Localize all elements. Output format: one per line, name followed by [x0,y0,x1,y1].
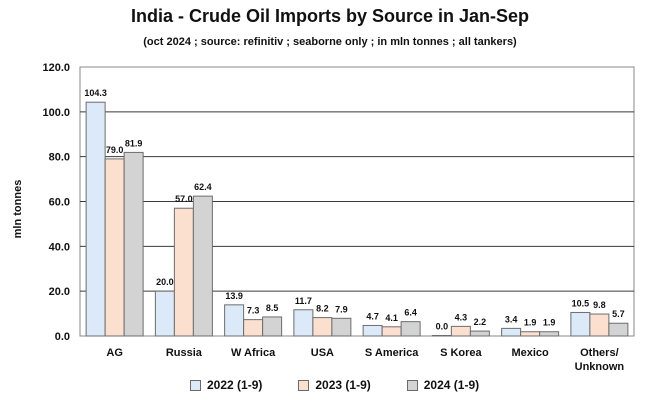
data-label: 20.0 [156,277,174,287]
data-label: 62.4 [194,182,212,192]
x-tick-label: Others/Unknown [575,347,625,373]
legend-label-2024: 2024 (1-9) [423,378,480,392]
data-label: 11.7 [295,296,312,306]
chart-title: India - Crude Oil Imports by Source in J… [130,6,530,26]
x-tick-label: AG [106,347,123,359]
y-tick-label: 100.0 [42,107,70,119]
legend-label-2023: 2023 (1-9) [315,378,371,392]
data-label: 2.2 [474,317,487,327]
x-tick-label: Mexico [511,347,549,359]
data-label: 13.9 [225,291,243,301]
chart-subtitle: (oct 2024 ; source: refinitiv ; seaborne… [143,36,517,48]
y-tick-label: 60.0 [49,197,70,209]
x-tick-label: S America [365,347,419,359]
data-label: 6.4 [404,308,417,318]
bar [85,101,106,337]
bar [192,195,213,337]
y-tick-label: 80.0 [49,152,70,164]
data-label: 57.0 [175,194,193,204]
bar [450,325,471,337]
bar [589,313,610,337]
bar [104,158,125,337]
y-tick-label: 120.0 [42,62,70,74]
legend-swatch-2023 [298,379,310,391]
legend-item-2024: 2024 (1-9) [406,378,480,392]
bar [608,322,629,337]
x-tick-label: USA [311,347,334,359]
x-tick-label: W Africa [231,347,276,359]
data-label: 3.4 [505,314,518,324]
data-label: 81.9 [125,138,143,148]
bar [312,317,333,337]
data-label: 5.7 [612,309,625,319]
bar [293,309,314,337]
bar [501,327,522,337]
bar [224,304,245,337]
data-label: 8.5 [266,303,279,313]
data-label: 10.5 [572,298,590,308]
bar [362,324,383,337]
data-label: 0.0 [436,322,449,332]
data-label: 4.3 [455,312,468,322]
data-label: 7.3 [247,306,260,316]
x-tick-label: Russia [166,347,203,359]
bar [431,335,452,337]
data-label: 9.8 [593,300,606,310]
data-label: 1.9 [524,318,537,328]
data-label: 79.0 [106,145,124,155]
y-tick-label: 40.0 [49,241,70,253]
legend: 2022 (1-9) 2023 (1-9) 2024 (1-9) [190,378,479,392]
bar [400,321,421,337]
bar [469,330,490,337]
data-label: 1.9 [543,318,556,328]
bar [243,319,264,337]
legend-item-2022: 2022 (1-9) [190,378,262,392]
bar [154,290,175,337]
legend-swatch-2022 [190,379,201,391]
data-label: 8.2 [316,304,329,314]
data-label: 4.1 [385,313,398,323]
bar [520,331,541,337]
data-label: 104.3 [84,88,107,98]
bar [123,151,144,337]
bar [173,207,194,337]
data-label: 7.9 [335,304,348,314]
bar [570,311,591,337]
legend-label-2022: 2022 (1-9) [207,378,263,392]
y-tick-label: 20.0 [49,286,70,298]
x-tick-label: S Korea [440,347,482,359]
bar [262,316,283,337]
legend-swatch-2024 [406,379,418,391]
bar [381,326,402,337]
legend-item-2023: 2023 (1-9) [298,378,371,392]
y-tick-label: 0.0 [55,331,70,343]
bar [539,331,560,337]
data-label: 4.7 [366,311,379,321]
bar [331,317,352,337]
